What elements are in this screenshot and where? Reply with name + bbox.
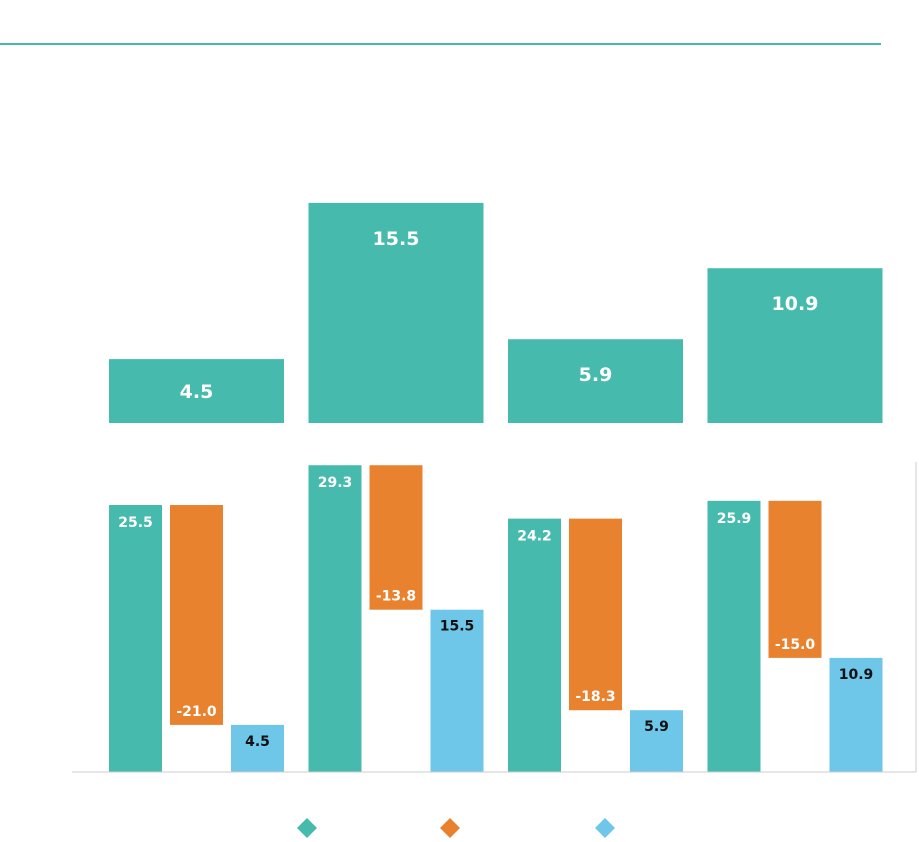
top-bar-label-1: 4.5 — [180, 381, 214, 403]
bar-series3-1 — [231, 724, 284, 772]
bar-series1-label-2: 29.3 — [318, 475, 353, 491]
bar-series3-label-2: 15.5 — [440, 619, 475, 635]
top-bar-4 — [707, 268, 883, 423]
bar-series2-label-2: -13.8 — [376, 589, 416, 605]
bar-series1-label-4: 25.9 — [717, 511, 752, 527]
bar-series1-1 — [109, 505, 162, 772]
bar-series3-label-4: 10.9 — [839, 667, 874, 683]
bar-series2-label-4: -15.0 — [775, 637, 816, 653]
bottom-chart: 25.5 -21.0 4.5 29.3 -13.8 15.5 24.2 -18.3 5.9 25.… — [109, 465, 883, 772]
legend — [297, 818, 615, 838]
legend-marker-3 — [595, 818, 615, 838]
legend-marker-2 — [440, 818, 460, 838]
bar-series2-3 — [569, 518, 622, 711]
top-bar-3 — [508, 339, 683, 423]
top-bar-1 — [109, 359, 284, 423]
bar-series3-3 — [630, 710, 683, 772]
bar-series3-label-3: 5.9 — [644, 719, 669, 735]
bar-series1-4 — [707, 500, 761, 772]
top-bar-2 — [308, 202, 484, 423]
top-bar-label-3: 5.9 — [579, 364, 613, 386]
bar-series3-2 — [430, 609, 484, 772]
top-bar-label-2: 15.5 — [373, 228, 420, 250]
bar-series1-2 — [308, 465, 362, 772]
bar-series2-4 — [768, 500, 822, 658]
top-chart: 4.5 15.5 5.9 10.9 — [109, 202, 883, 423]
bar-series2-1 — [170, 505, 223, 725]
bar-series2-label-1: -21.0 — [176, 704, 217, 720]
top-bar-label-4: 10.9 — [772, 293, 819, 315]
bar-series2-2 — [369, 465, 423, 610]
bar-series1-3 — [508, 518, 561, 772]
bar-series3-label-1: 4.5 — [245, 734, 270, 750]
bar-series1-label-1: 25.5 — [118, 515, 153, 531]
bar-series2-label-3: -18.3 — [575, 689, 615, 705]
legend-marker-1 — [297, 818, 317, 838]
bar-series3-4 — [829, 657, 883, 772]
bar-series1-label-3: 24.2 — [517, 529, 552, 545]
